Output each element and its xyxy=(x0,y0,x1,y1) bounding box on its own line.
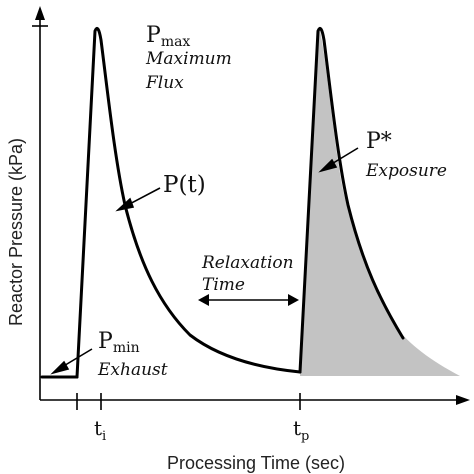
y-axis-title: Reactor Pressure (kPa) xyxy=(6,138,26,326)
exposure-shaded-area xyxy=(300,26,460,376)
pstar-arrow-head xyxy=(318,158,338,173)
pmax-desc-line2: Flux xyxy=(145,73,184,93)
tick-tp-sub: p xyxy=(301,429,309,444)
pstar-label: P* xyxy=(366,129,392,154)
axes xyxy=(32,6,470,410)
second-pulse xyxy=(298,26,405,374)
pmin-arrow-head xyxy=(50,360,70,375)
exposure-label: Exposure xyxy=(365,161,447,181)
tick-label-ti: ti xyxy=(94,416,106,444)
pt-label: P(t) xyxy=(163,172,206,198)
relaxation-line2: Time xyxy=(202,275,245,295)
tick-ti-sub: i xyxy=(102,429,106,444)
exhaust-label: Exhaust xyxy=(97,360,168,380)
pmax-sub: max xyxy=(161,34,191,50)
pmin-base: P xyxy=(98,329,113,354)
pmin-label: Pmin xyxy=(98,329,140,356)
relaxation-arrow-left-head xyxy=(198,294,209,306)
pmax-base: P xyxy=(146,23,161,48)
pmax-label: Pmax xyxy=(146,23,190,50)
tick-tp-base: t xyxy=(293,416,301,440)
first-pulse xyxy=(75,26,302,379)
pmax-desc-line1: Maximum xyxy=(145,49,232,69)
annotation-arrows xyxy=(50,147,359,375)
x-axis-arrow xyxy=(456,395,470,405)
x-axis-title: Processing Time (sec) xyxy=(167,453,345,473)
relaxation-line1: Relaxation xyxy=(201,253,294,273)
pmin-sub: min xyxy=(113,340,140,356)
relaxation-arrow-right-head xyxy=(288,294,299,306)
tick-ti-base: t xyxy=(94,416,102,440)
pt-arrow-head xyxy=(115,197,135,212)
tick-label-tp: tp xyxy=(293,416,309,444)
y-axis-arrow xyxy=(35,6,45,20)
